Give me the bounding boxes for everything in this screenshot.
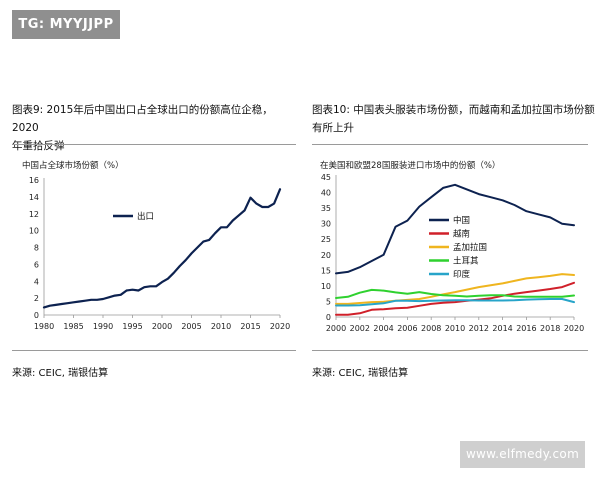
legend-label-5: 印度: [453, 269, 471, 280]
x-tick-label: 2002: [350, 324, 370, 333]
x-tick-label: 2010: [445, 324, 465, 333]
x-tick-label: 2000: [152, 322, 172, 331]
y-tick-label: 16: [29, 176, 39, 185]
chart-subtitle: 中国占全球市场份额（%）: [22, 160, 124, 171]
x-tick-label: 1995: [122, 322, 142, 331]
y-tick-label: 0: [326, 313, 331, 322]
x-tick-label: 2016: [516, 324, 536, 333]
chart-subtitle: 在美国和欧盟28国服装进口市场中的份额（%）: [320, 160, 500, 171]
y-tick-label: 25: [321, 235, 331, 244]
series-line-2: [335, 281, 575, 316]
left-source: 来源: CEIC, 瑞银估算: [12, 368, 109, 379]
y-tick-label: 0: [34, 311, 39, 320]
y-tick-label: 20: [321, 251, 331, 260]
right-title-line1: 图表10: 中国表头服装市场份额，而越南和孟加拉国市场份额: [312, 104, 595, 116]
x-tick-label: 2005: [181, 322, 201, 331]
y-tick-label: 10: [321, 282, 331, 291]
series-line-4: [335, 288, 575, 299]
left-title-line2: 年重拾反弹: [12, 140, 65, 152]
legend-label-1: 出口: [137, 211, 154, 222]
left-bottom-divider: [12, 350, 296, 351]
website-watermark: www.elfmedy.com: [460, 441, 585, 468]
x-tick-label: 2012: [469, 324, 489, 333]
y-tick-label: 10: [29, 227, 39, 236]
y-tick-label: 35: [321, 204, 331, 213]
watermark: TG: MYYJJPP: [12, 10, 120, 39]
left-top-divider: [12, 144, 296, 145]
right-top-divider: [312, 144, 588, 145]
x-tick-label: 2014: [492, 324, 512, 333]
series-line-1: [335, 183, 575, 275]
legend-label-4: 土耳其: [453, 256, 479, 267]
x-tick-label: 2010: [211, 322, 231, 331]
legend-label-1: 中国: [453, 215, 470, 226]
y-tick-label: 15: [321, 266, 331, 275]
x-tick-label: 2020: [564, 324, 584, 333]
left-figure-title: 图表9: 2015年后中国出口占全球出口的份额高位企稳，2020 年重拾反弹: [12, 101, 298, 155]
x-tick-label: 2006: [397, 324, 417, 333]
right-bottom-divider: [312, 350, 588, 351]
x-tick-label: 1990: [93, 322, 113, 331]
y-tick-label: 4: [34, 277, 39, 286]
x-tick-label: 2015: [240, 322, 260, 331]
y-tick-label: 8: [34, 244, 39, 253]
x-tick-label: 2008: [421, 324, 441, 333]
x-tick-label: 2018: [540, 324, 560, 333]
y-tick-label: 6: [34, 260, 39, 269]
left-title-line1: 图表9: 2015年后中国出口占全球出口的份额高位企稳，2020: [12, 104, 273, 134]
legend-label-2: 越南: [453, 229, 470, 240]
legend-label-3: 孟加拉国: [453, 242, 487, 253]
y-tick-label: 5: [326, 297, 331, 306]
x-tick-label: 2000: [326, 324, 346, 333]
x-tick-label: 1985: [63, 322, 83, 331]
y-tick-label: 14: [29, 193, 39, 202]
x-tick-label: 2004: [373, 324, 393, 333]
right-figure-title: 图表10: 中国表头服装市场份额，而越南和孟加拉国市场份额 有所上升: [312, 101, 598, 137]
y-tick-label: 40: [321, 189, 331, 198]
right-source: 来源: CEIC, 瑞银估算: [312, 368, 409, 379]
y-tick-label: 2: [34, 294, 39, 303]
x-tick-label: 2020: [270, 322, 290, 331]
series-line-1: [42, 188, 282, 309]
y-tick-label: 45: [321, 173, 331, 182]
right-title-line2: 有所上升: [312, 122, 354, 134]
series-line-3: [335, 273, 575, 305]
series-line-5: [335, 298, 575, 307]
x-tick-label: 1980: [34, 322, 54, 331]
y-tick-label: 12: [29, 210, 39, 219]
y-tick-label: 30: [321, 220, 331, 229]
